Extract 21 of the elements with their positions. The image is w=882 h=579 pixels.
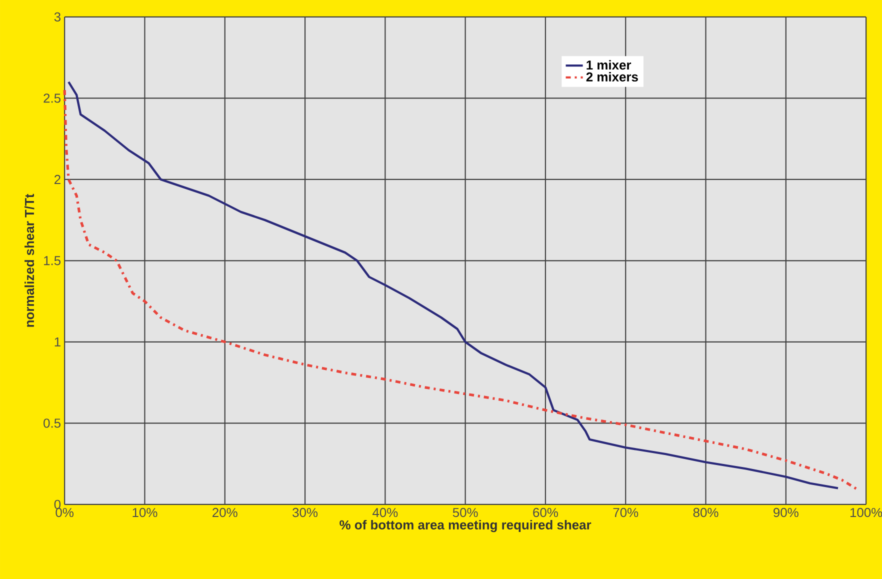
x-tick-label: 20% xyxy=(212,508,238,518)
y-tick-label: 1 xyxy=(54,337,60,346)
y-tick-label: 3 xyxy=(54,12,60,22)
x-tick-label: 100% xyxy=(850,508,882,518)
y-tick-label: 2.5 xyxy=(44,94,61,103)
x-tick-label: 80% xyxy=(693,508,718,518)
x-tick-label: 50% xyxy=(452,508,478,518)
x-tick-label: 10% xyxy=(132,508,158,518)
x-tick-label: 90% xyxy=(774,508,798,518)
x-axis-title: % of bottom area meeting required shear xyxy=(340,520,592,532)
y-axis-title: normalized shear T/Tt xyxy=(24,194,34,327)
x-tick-label: 0% xyxy=(56,508,74,518)
legend-label: 2 mixers xyxy=(586,72,638,82)
y-tick-label: 1.5 xyxy=(44,256,61,266)
y-tick-label: 0.5 xyxy=(44,418,61,428)
x-tick-label: 30% xyxy=(292,508,318,518)
x-tick-label: 60% xyxy=(533,508,558,518)
x-tick-label: 40% xyxy=(372,508,398,518)
legend-label: 1 mixer xyxy=(586,60,632,70)
x-tick-label: 70% xyxy=(613,508,638,518)
y-tick-label: 2 xyxy=(54,174,60,184)
